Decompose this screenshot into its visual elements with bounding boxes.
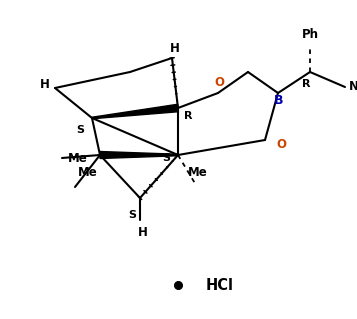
Text: S: S	[162, 153, 170, 163]
Text: H: H	[138, 226, 148, 240]
Text: O: O	[276, 138, 286, 152]
Text: NH: NH	[349, 79, 357, 93]
Text: S: S	[76, 125, 84, 135]
Text: Me: Me	[68, 152, 88, 165]
Text: H: H	[40, 78, 50, 92]
Text: Me: Me	[188, 166, 208, 179]
Text: H: H	[170, 41, 180, 55]
Text: Me: Me	[78, 167, 98, 180]
Polygon shape	[92, 104, 178, 119]
Text: O: O	[214, 77, 224, 90]
Polygon shape	[100, 152, 178, 159]
Text: R: R	[184, 111, 192, 121]
Text: HCl: HCl	[206, 278, 234, 293]
Text: Ph: Ph	[302, 28, 318, 41]
Text: R: R	[302, 79, 310, 89]
Text: S: S	[128, 210, 136, 220]
Text: B: B	[274, 94, 284, 108]
